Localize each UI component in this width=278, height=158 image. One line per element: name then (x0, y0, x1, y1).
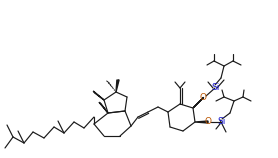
Polygon shape (195, 121, 208, 123)
Text: Si: Si (218, 118, 226, 127)
Text: O: O (205, 118, 212, 127)
Text: O: O (200, 94, 207, 103)
Text: Si: Si (212, 83, 220, 92)
Polygon shape (99, 102, 108, 113)
Polygon shape (93, 91, 104, 100)
Polygon shape (116, 80, 119, 92)
Polygon shape (193, 97, 204, 108)
